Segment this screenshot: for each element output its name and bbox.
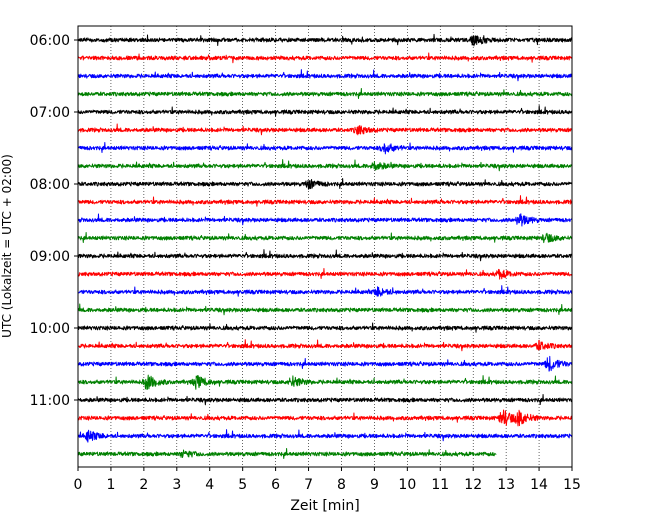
trace-0815 — [77, 195, 573, 207]
trace-0645 — [77, 88, 573, 99]
trace-0830 — [77, 213, 573, 227]
x-tick-label-2: 2 — [139, 477, 148, 493]
trace-1030 — [77, 355, 573, 372]
x-tick-label-10: 10 — [398, 477, 416, 493]
x-tick-label-13: 13 — [497, 477, 515, 493]
trace-0915 — [77, 268, 573, 280]
plot-background — [78, 26, 572, 467]
x-tick-label-0: 0 — [74, 477, 83, 493]
x-tick-label-6: 6 — [271, 477, 280, 493]
trace-0900 — [77, 249, 573, 262]
traces-group — [77, 33, 573, 459]
trace-0615 — [77, 52, 573, 64]
trace-0745 — [77, 159, 573, 172]
y-tick-label-10:00: 10:00 — [30, 321, 70, 337]
trace-1015 — [77, 339, 573, 352]
trace-1100 — [77, 394, 573, 406]
x-tick-label-9: 9 — [370, 477, 379, 493]
trace-0715 — [77, 123, 573, 136]
x-tick-label-8: 8 — [337, 477, 346, 493]
x-axis: 0 1 2 3 4 5 6 7 8 9 10 11 12 13 14 15 — [74, 467, 581, 493]
trace-1130 — [77, 429, 573, 443]
x-tick-label-15: 15 — [563, 477, 581, 493]
y-tick-label-07:00: 07:00 — [30, 105, 70, 121]
y-tick-label-11:00: 11:00 — [30, 393, 70, 409]
trace-0930 — [77, 285, 573, 297]
x-tick-label-5: 5 — [238, 477, 247, 493]
y-tick-label-08:00: 08:00 — [30, 177, 70, 193]
x-axis-label: Zeit [min] — [290, 498, 359, 514]
y-axis: 06:00 07:00 08:00 09:00 10:00 11:00 — [30, 33, 78, 409]
trace-0600 — [77, 33, 573, 47]
trace-0700 — [77, 105, 573, 117]
trace-0845 — [77, 232, 573, 244]
x-tick-label-3: 3 — [172, 477, 181, 493]
plot-frame — [77, 25, 573, 468]
y-tick-label-06:00: 06:00 — [30, 33, 70, 49]
trace-0945 — [77, 303, 573, 316]
x-tick-label-1: 1 — [106, 477, 115, 493]
x-tick-label-7: 7 — [304, 477, 313, 493]
trace-0730 — [77, 142, 573, 155]
x-tick-label-12: 12 — [464, 477, 482, 493]
trace-1115 — [77, 409, 573, 427]
x-tick-label-4: 4 — [205, 477, 214, 493]
trace-1000 — [77, 322, 573, 333]
trace-1145 — [77, 448, 497, 459]
trace-0630 — [77, 69, 573, 82]
y-tick-label-09:00: 09:00 — [30, 249, 70, 265]
x-tick-label-11: 11 — [431, 477, 449, 493]
x-tick-label-14: 14 — [530, 477, 548, 493]
trace-1045 — [77, 374, 573, 390]
trace-0800 — [77, 178, 573, 190]
y-axis-label: UTC (Lokalzeit = UTC + 02:00) — [0, 154, 14, 338]
